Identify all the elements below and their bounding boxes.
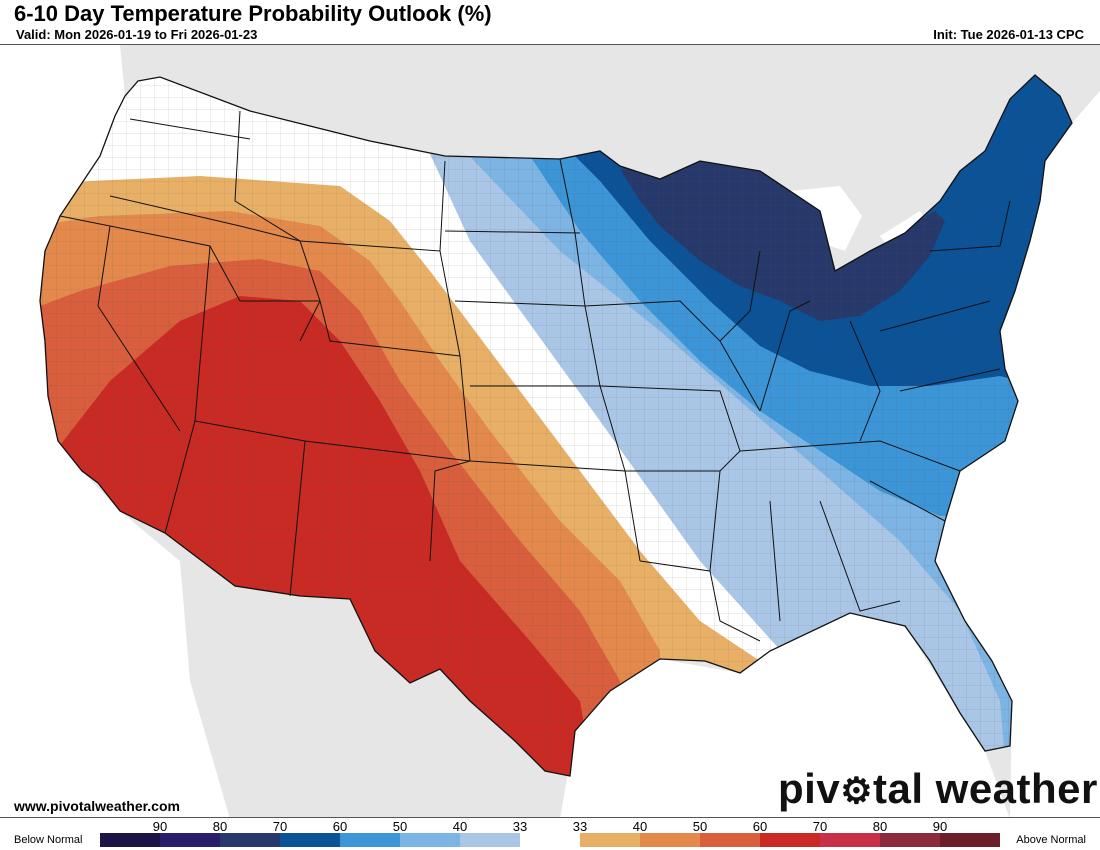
legend-swatch [880, 833, 940, 847]
legend-swatch [280, 833, 340, 847]
init-time: Init: Tue 2026-01-13 CPC [933, 27, 1084, 42]
legend-below-label: Below Normal [14, 834, 83, 846]
legend-swatch [520, 833, 580, 847]
legend-tick-label: 50 [392, 819, 408, 834]
conus-outline [39, 74, 1073, 777]
legend-tick-label: 90 [152, 819, 168, 834]
color-legend: Below Normal 90 80 70 60 50 40 33 33 40 50 60 70 80 9… [0, 818, 1100, 850]
legend-tick-label: 40 [632, 819, 648, 834]
valid-period: Valid: Mon 2026-01-19 to Fri 2026-01-23 [16, 27, 258, 42]
website-url: www.pivotalweather.com [14, 798, 180, 814]
legend-swatch [460, 833, 520, 847]
gear-icon: ⚙ [840, 770, 873, 811]
legend-swatch [820, 833, 880, 847]
legend-swatch [220, 833, 280, 847]
legend-swatch [580, 833, 640, 847]
legend-tick-label: 80 [212, 819, 228, 834]
temperature-outlook-map [0, 44, 1100, 818]
legend-tick-label: 50 [692, 819, 708, 834]
legend-tick-label: 70 [812, 819, 828, 834]
legend-tick-label: 33 [512, 819, 528, 834]
legend-swatch [100, 833, 160, 847]
pacific-ocean [0, 45, 230, 817]
legend-tick-label: 70 [272, 819, 288, 834]
legend-color-bar [100, 833, 1000, 847]
map-title: 6-10 Day Temperature Probability Outlook… [14, 1, 492, 26]
legend-swatch [940, 833, 1000, 847]
legend-swatch [640, 833, 700, 847]
atlantic-ocean [935, 91, 1100, 817]
legend-above-label: Above Normal [1016, 834, 1086, 846]
legend-tick-label: 33 [572, 819, 588, 834]
legend-tick-label: 60 [332, 819, 348, 834]
legend-swatch [340, 833, 400, 847]
pivotal-weather-logo: piv⚙tal weather [778, 765, 1098, 813]
legend-swatch [400, 833, 460, 847]
legend-tick-label: 90 [932, 819, 948, 834]
legend-swatch [760, 833, 820, 847]
legend-tick-label: 40 [452, 819, 468, 834]
state-borders [59, 110, 1011, 642]
legend-tick-label: 60 [752, 819, 768, 834]
logo-text-start: piv [778, 765, 841, 812]
legend-tick-label: 80 [872, 819, 888, 834]
logo-text-end: tal weather [872, 765, 1098, 812]
legend-swatch [700, 833, 760, 847]
gulf-of-mexico [560, 613, 1010, 817]
legend-swatch [160, 833, 220, 847]
